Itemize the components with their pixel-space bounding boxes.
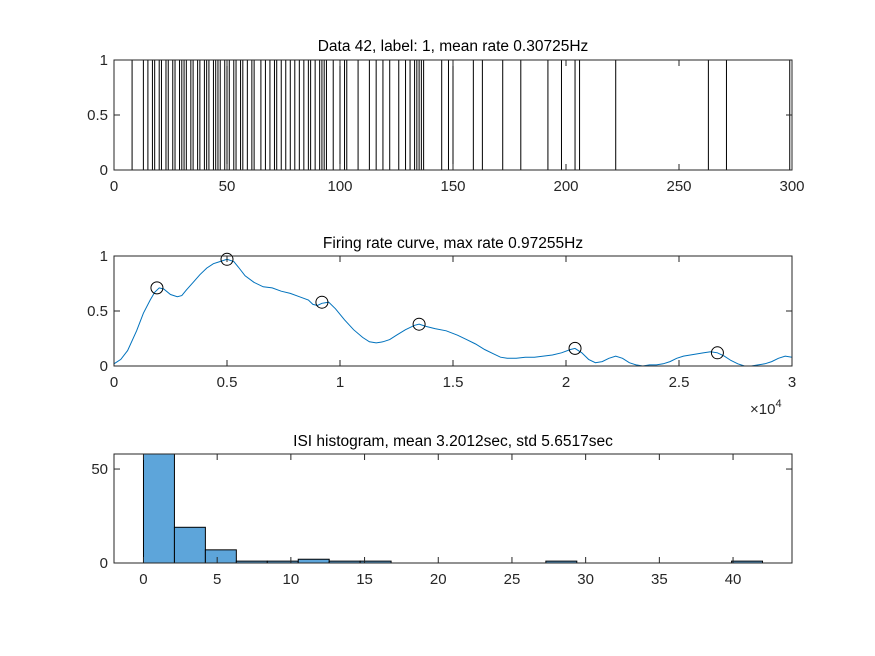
raster-x-tick-label: 0 — [110, 178, 118, 195]
isi-axes-box — [113, 453, 793, 564]
spike-raster-title: Data 42, label: 1, mean rate 0.30725Hz — [318, 38, 589, 55]
rate-x-tick-label: 0 — [110, 374, 118, 391]
histogram-bars — [142, 453, 764, 564]
raster-x-tick-label: 150 — [440, 178, 465, 195]
histogram-bar — [297, 558, 330, 564]
isi-y-tick-label: 50 — [91, 461, 108, 478]
spike-lines — [131, 60, 791, 170]
rate-x-tick-label: 1 — [336, 374, 344, 391]
firing-rate-axes: 0 0.5 1 1.5 2 2.5 3 0 0.5 1 — [87, 248, 796, 391]
x-exponent-label: ×104 — [750, 398, 782, 418]
rate-x-tick-label: 2.5 — [669, 374, 690, 391]
rate-y-tick-label: 0 — [100, 358, 108, 375]
rate-y-tick-label: 0.5 — [87, 303, 108, 320]
isi-x-tick-label: 30 — [577, 571, 594, 588]
raster-y-tick-label: 1 — [100, 52, 108, 69]
isi-x-tick-label: 35 — [651, 571, 668, 588]
isi-x-tick-label: 0 — [139, 571, 147, 588]
rate-y-tick-label: 1 — [100, 248, 108, 265]
isi-x-tick-label: 10 — [283, 571, 300, 588]
raster-x-tick-label: 50 — [219, 178, 236, 195]
isi-histogram-title: ISI histogram, mean 3.2012sec, std 5.651… — [293, 433, 613, 450]
raster-x-tick-label: 250 — [666, 178, 691, 195]
rate-x-tick-label: 0.5 — [217, 374, 238, 391]
raster-y-tick-label: 0.5 — [87, 107, 108, 124]
spike-raster-axes: 0 50 100 150 200 250 300 0 0.5 1 — [87, 52, 804, 195]
firing-rate-line — [113, 258, 793, 367]
rate-axes-box — [113, 255, 793, 367]
raster-x-tick-label: 300 — [779, 178, 804, 195]
peak-marker — [412, 317, 426, 331]
peak-marker — [315, 295, 329, 309]
peak-marker — [568, 341, 582, 355]
isi-x-tick-label: 15 — [356, 571, 373, 588]
firing-rate-plot — [113, 252, 793, 367]
rate-x-tick-label: 1.5 — [443, 374, 464, 391]
firing-rate-title: Firing rate curve, max rate 0.97255Hz — [323, 235, 583, 252]
isi-x-tick-label: 20 — [430, 571, 447, 588]
peak-marker — [710, 346, 724, 360]
isi-y-tick-label: 0 — [100, 555, 108, 572]
raster-x-tick-label: 100 — [327, 178, 352, 195]
histogram-bar — [173, 526, 206, 564]
raster-y-tick-label: 0 — [100, 162, 108, 179]
histogram-bar — [204, 549, 237, 564]
rate-x-tick-label: 2 — [562, 374, 570, 391]
isi-x-tick-label: 5 — [213, 571, 221, 588]
isi-histogram-panel: ISI histogram, mean 3.2012sec, std 5.651… — [91, 433, 793, 588]
isi-x-tick-label: 25 — [504, 571, 521, 588]
peak-marker — [220, 252, 234, 266]
spike-raster-panel: Data 42, label: 1, mean rate 0.30725Hz 0… — [87, 38, 804, 195]
peak-marker — [150, 281, 164, 295]
isi-x-tick-label: 40 — [725, 571, 742, 588]
rate-x-tick-label: 3 — [788, 374, 796, 391]
raster-x-tick-label: 200 — [553, 178, 578, 195]
histogram-bar — [142, 453, 175, 564]
isi-histogram-axes: 0 5 10 15 20 25 30 35 40 0 50 — [91, 453, 793, 588]
